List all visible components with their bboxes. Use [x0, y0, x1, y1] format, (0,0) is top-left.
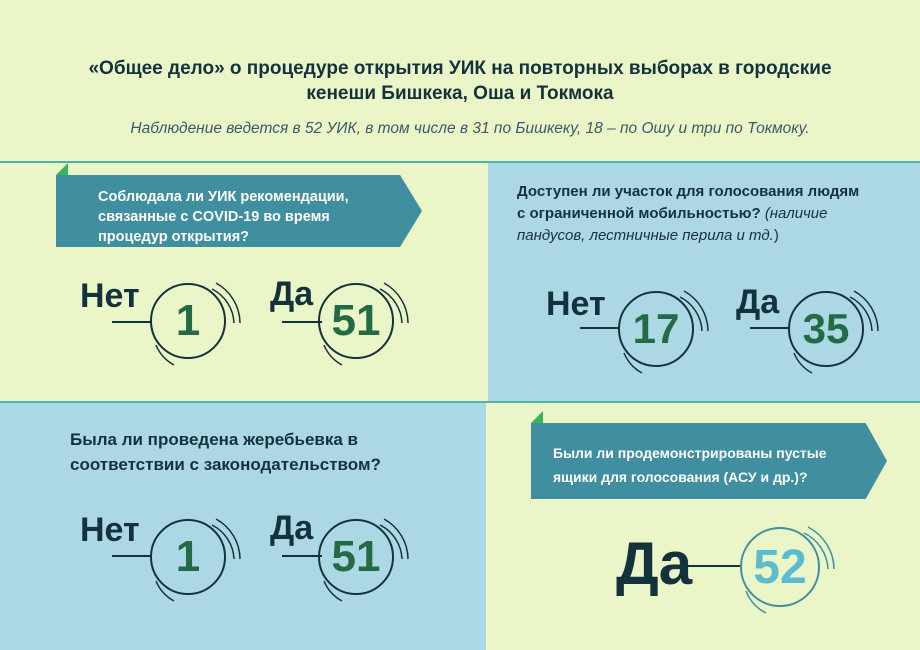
no-label: Нет — [80, 511, 140, 549]
connector-line — [282, 555, 322, 557]
ring-arcs — [155, 282, 241, 366]
value-ring — [788, 291, 864, 367]
divider-middle — [0, 401, 920, 403]
question-line: с ограниченной мобильностью? (наличие — [517, 203, 917, 225]
value-ring — [740, 527, 820, 607]
connector-line — [688, 565, 742, 567]
question-banner: Соблюдала ли УИК рекомендации, связанные… — [56, 175, 422, 247]
yes-label: Да — [736, 283, 780, 321]
question-line: соответствии с законодательством? — [70, 455, 381, 474]
header: «Общее дело» о процедуре открытия УИК на… — [0, 0, 920, 160]
flag-marker — [531, 411, 543, 423]
question-banner: Были ли продемонстрированы пустые ящики … — [531, 423, 887, 499]
connector-line — [580, 327, 620, 329]
value-ring — [150, 283, 226, 359]
no-value: 1 — [175, 296, 201, 345]
no-label: Нет — [80, 277, 140, 315]
yes-value: 52 — [753, 540, 807, 594]
ring-arcs — [323, 282, 409, 366]
yes-value: 35 — [802, 305, 850, 352]
question-line: связанные с COVID-19 во время — [98, 209, 330, 225]
ring-arcs — [323, 518, 409, 602]
yes-value: 51 — [331, 296, 381, 345]
question-text: Была ли проведена жеребьевка в соответст… — [70, 427, 470, 477]
title-line-1: «Общее дело» о процедуре открытия УИК на… — [88, 58, 832, 79]
block-covid: Соблюдала ли УИК рекомендации, связанные… — [0, 163, 486, 401]
question-line: пандусов, лестничные перила и тд.) — [517, 225, 917, 247]
yes-value: 51 — [331, 532, 381, 581]
flag-marker — [56, 163, 68, 175]
question-note: (наличие — [764, 205, 828, 222]
question-line: Была ли проведена жеребьевка в — [70, 430, 358, 449]
yes-label: Да — [270, 509, 314, 547]
ring-arcs — [745, 526, 835, 614]
block-lottery: Была ли проведена жеребьевка в соответст… — [0, 403, 486, 650]
question-line-bold: с ограниченной мобильностью? — [517, 205, 761, 222]
title-line-2: кенеши Бишкека, Оша и Токмока — [306, 83, 614, 104]
question-line: Соблюдала ли УИК рекомендации, — [98, 189, 349, 205]
ring-arcs — [623, 290, 709, 374]
connector-line — [750, 327, 790, 329]
yes-label: Да — [270, 275, 314, 313]
value-ring — [318, 519, 394, 595]
connector-line — [112, 321, 152, 323]
question-note-tail: ) — [773, 227, 779, 244]
divider-top — [0, 161, 920, 163]
ring-arcs — [155, 518, 241, 602]
question-text: Доступен ли участок для голосования людя… — [517, 181, 917, 247]
connector-line — [112, 555, 152, 557]
question-line: процедур открытия? — [98, 229, 250, 245]
no-value: 17 — [632, 305, 680, 352]
yes-label: Да — [616, 530, 693, 597]
block-empty-boxes: Были ли продемонстрированы пустые ящики … — [488, 403, 920, 650]
block-accessibility: Доступен ли участок для голосования людя… — [488, 163, 920, 401]
connector-line — [282, 321, 322, 323]
question-line: Были ли продемонстрированы пустые — [553, 445, 827, 461]
question-line: ящики для голосования (АСУ и др.)? — [553, 469, 808, 485]
value-ring — [618, 291, 694, 367]
question-note: пандусов, лестничные перила и тд. — [517, 227, 774, 244]
ring-arcs — [793, 290, 879, 374]
page-title: «Общее дело» о процедуре открытия УИК на… — [40, 56, 880, 106]
no-value: 1 — [175, 532, 201, 581]
value-ring — [150, 519, 226, 595]
value-ring — [318, 283, 394, 359]
page-subtitle: Наблюдение ведется в 52 УИК, в том числе… — [130, 120, 810, 137]
question-line: Доступен ли участок для голосования людя… — [517, 183, 860, 200]
no-label: Нет — [546, 285, 606, 323]
